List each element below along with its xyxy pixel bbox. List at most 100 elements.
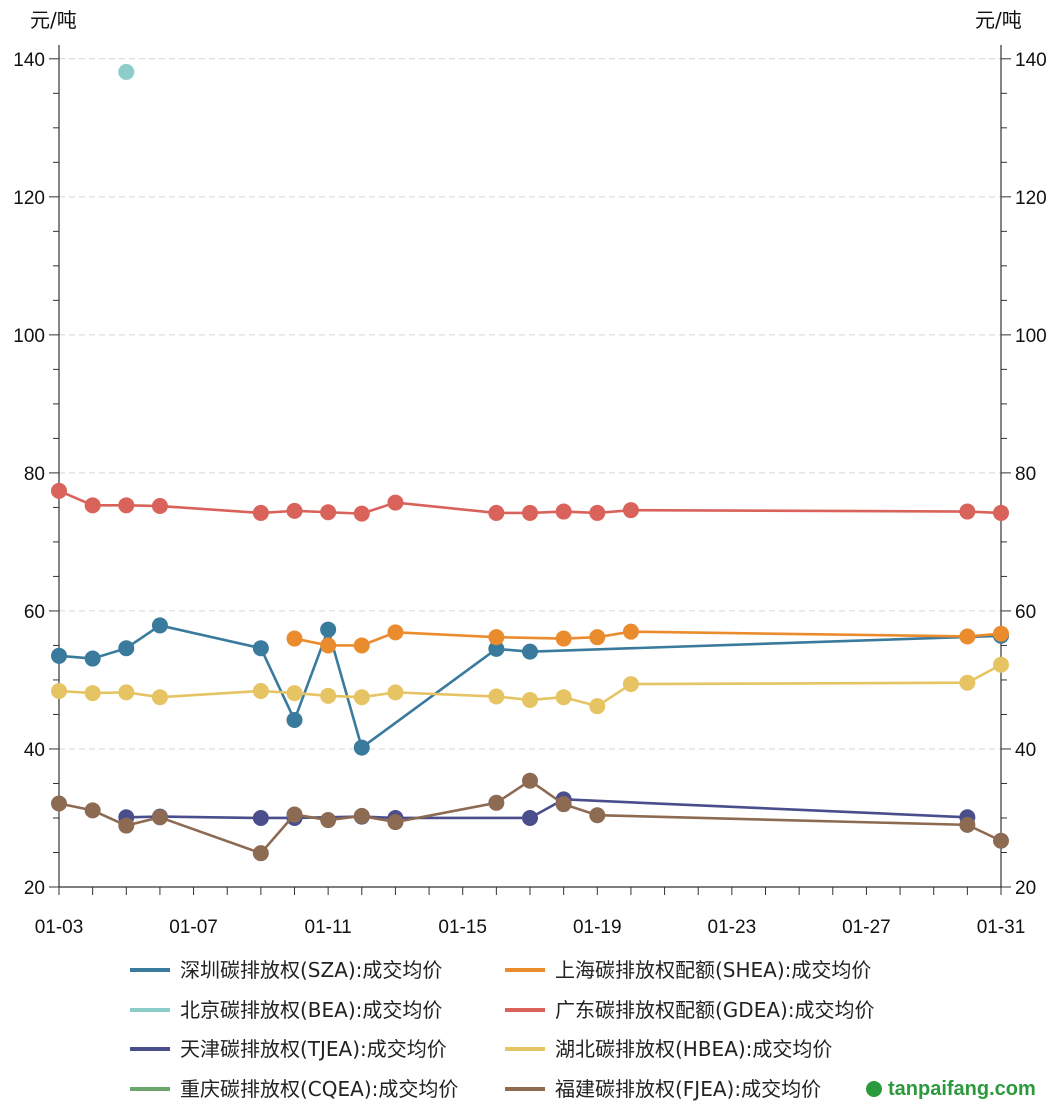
data-point xyxy=(320,812,337,829)
data-point xyxy=(555,689,572,706)
series-line-3 xyxy=(58,489,1002,515)
x-tick-label: 01-03 xyxy=(35,917,84,938)
data-point xyxy=(118,640,135,657)
data-point xyxy=(622,676,639,693)
data-point xyxy=(488,640,505,657)
legend-label: 北京碳排放权(BEA):成交均价 xyxy=(180,998,442,1022)
data-point xyxy=(118,497,135,514)
axes: 20 20 40 40 60 60 80 80 100 100 120 120 140 140 01-03 0… xyxy=(13,45,1047,938)
y-axis-unit-right: 元/吨 xyxy=(975,8,1022,32)
legend: 深圳碳排放权(SZA):成交均价 上海碳排放权配额(SHEA):成交均价北京碳排放… xyxy=(130,958,875,1101)
data-point xyxy=(286,630,303,647)
data-point xyxy=(522,691,538,708)
data-point xyxy=(488,688,505,705)
series-line-1 xyxy=(294,630,1002,647)
legend-label: 深圳碳排放权(SZA):成交均价 xyxy=(180,958,442,982)
data-point xyxy=(959,503,976,520)
watermark-logo-icon xyxy=(866,1081,882,1097)
data-point xyxy=(959,816,976,833)
y-tick-label-right: 40 xyxy=(1015,740,1036,761)
data-point xyxy=(387,624,404,641)
legend-label: 广东碳排放权配额(GDEA):成交均价 xyxy=(555,998,875,1022)
data-point xyxy=(84,685,101,702)
data-point xyxy=(589,807,606,824)
data-point xyxy=(320,504,337,521)
legend-label: 上海碳排放权配额(SHEA):成交均价 xyxy=(555,958,871,982)
data-point xyxy=(252,845,269,862)
y-tick-label-right: 80 xyxy=(1015,464,1036,485)
y-tick-label-left: 60 xyxy=(24,602,45,623)
watermark-text: tanpaifang.com xyxy=(888,1078,1036,1100)
data-point xyxy=(51,482,67,499)
series-line-4 xyxy=(126,798,968,820)
y-axis-unit-left: 元/吨 xyxy=(30,8,77,32)
data-point xyxy=(387,494,404,511)
data-point xyxy=(118,817,135,834)
series-lines xyxy=(51,63,1009,862)
data-point xyxy=(320,637,337,654)
data-point xyxy=(555,796,572,813)
data-point xyxy=(555,630,572,647)
data-point xyxy=(51,682,67,699)
x-tick-label: 01-15 xyxy=(438,917,487,938)
data-point xyxy=(118,63,135,80)
y-tick-label-left: 140 xyxy=(13,50,45,71)
data-point xyxy=(353,807,370,824)
data-point xyxy=(387,814,404,831)
y-tick-label-left: 20 xyxy=(24,878,45,899)
legend-label: 天津碳排放权(TJEA):成交均价 xyxy=(180,1037,447,1061)
data-point xyxy=(622,502,639,519)
data-point xyxy=(151,689,168,706)
data-point xyxy=(320,621,337,638)
y-tick-label-left: 40 xyxy=(24,740,45,761)
data-point xyxy=(589,698,606,715)
data-point xyxy=(151,617,168,634)
data-point xyxy=(522,772,538,789)
data-point xyxy=(488,794,505,811)
data-point xyxy=(286,685,303,702)
data-point xyxy=(353,689,370,706)
data-point xyxy=(151,809,168,826)
data-point xyxy=(959,674,976,691)
data-point xyxy=(118,684,135,701)
y-tick-label-left: 120 xyxy=(13,188,45,209)
series-line-5 xyxy=(58,663,1002,708)
data-point xyxy=(286,502,303,519)
grid-lines xyxy=(59,58,1001,888)
data-point xyxy=(488,504,505,521)
data-point xyxy=(286,806,303,823)
data-point xyxy=(252,504,269,521)
data-point xyxy=(353,739,370,756)
data-point xyxy=(51,795,67,812)
x-tick-label: 01-11 xyxy=(305,917,352,938)
data-point xyxy=(555,503,572,520)
y-tick-label-right: 60 xyxy=(1015,602,1036,623)
y-tick-label-right: 140 xyxy=(1015,50,1047,71)
data-point xyxy=(252,640,269,657)
data-point xyxy=(387,684,404,701)
data-point xyxy=(522,809,538,826)
data-point xyxy=(622,623,639,640)
data-point xyxy=(522,643,538,660)
data-point xyxy=(84,497,101,514)
data-point xyxy=(488,629,505,646)
x-tick-label: 01-23 xyxy=(708,917,757,938)
watermark: tanpaifang.com xyxy=(866,1078,1036,1101)
legend-label: 重庆碳排放权(CQEA):成交均价 xyxy=(180,1077,458,1101)
x-tick-label: 01-19 xyxy=(573,917,622,938)
data-point xyxy=(84,650,101,667)
data-point xyxy=(993,625,1009,642)
data-point xyxy=(84,802,101,819)
data-point xyxy=(353,505,370,522)
x-tick-label: 01-07 xyxy=(169,917,218,938)
y-tick-label-left: 80 xyxy=(24,464,45,485)
data-point xyxy=(959,628,976,645)
legend-label: 福建碳排放权(FJEA):成交均价 xyxy=(555,1077,821,1101)
data-point xyxy=(589,504,606,521)
data-point xyxy=(993,656,1009,673)
y-tick-label-right: 100 xyxy=(1015,326,1047,347)
data-point xyxy=(993,504,1009,521)
data-point xyxy=(252,809,269,826)
y-tick-label-right: 120 xyxy=(1015,188,1047,209)
